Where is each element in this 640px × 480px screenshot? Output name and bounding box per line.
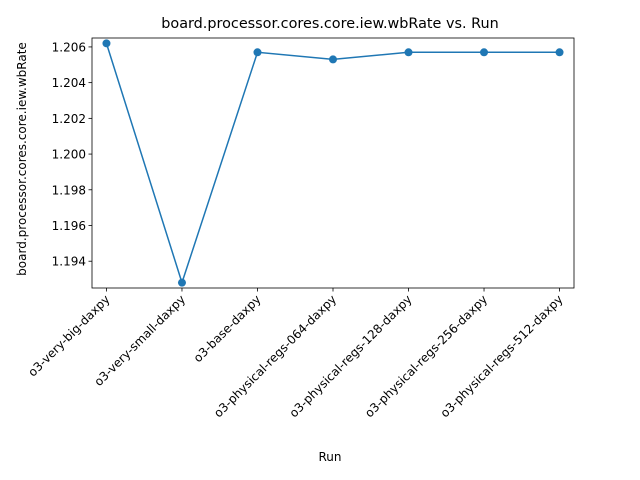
data-point: [102, 39, 111, 48]
y-tick-label: 1.198: [52, 183, 86, 197]
plot-frame: [91, 37, 575, 289]
y-tick-label: 1.200: [52, 148, 86, 162]
data-point: [555, 48, 564, 57]
data-point: [329, 55, 337, 64]
data-point: [253, 48, 262, 57]
chart-title: board.processor.cores.core.iew.wbRate vs…: [161, 16, 499, 32]
data-point: [480, 48, 489, 57]
x-tick-label: o3-very-big-daxpy: [25, 292, 112, 379]
data-point: [404, 48, 413, 57]
x-tick-label: o3-physical-regs-256-daxpy: [362, 292, 490, 420]
data-point: [177, 278, 186, 287]
x-tick-label: o3-physical-regs-064-daxpy: [211, 292, 339, 420]
y-tick-label: 1.202: [52, 112, 86, 126]
x-tick-label: o3-base-daxpy: [191, 292, 264, 365]
x-tick-label: o3-physical-regs-128-daxpy: [287, 292, 415, 420]
x-axis-label: Run: [318, 450, 341, 464]
series-line: [105, 43, 560, 286]
y-tick-label: 1.194: [52, 255, 86, 269]
plot-area: 1.194 1.196 1.198 1.200 1.202 1.204 1.206 o3-ve…: [25, 37, 575, 420]
y-axis-label: board.processor.cores.core.iew.wbRate: [15, 42, 29, 276]
y-tick-label: 1.196: [52, 219, 86, 233]
y-tick-label: 1.204: [52, 76, 86, 90]
y-tick-label: 1.206: [52, 40, 86, 54]
x-tick-label: o3-physical-regs-512-daxpy: [438, 292, 566, 420]
